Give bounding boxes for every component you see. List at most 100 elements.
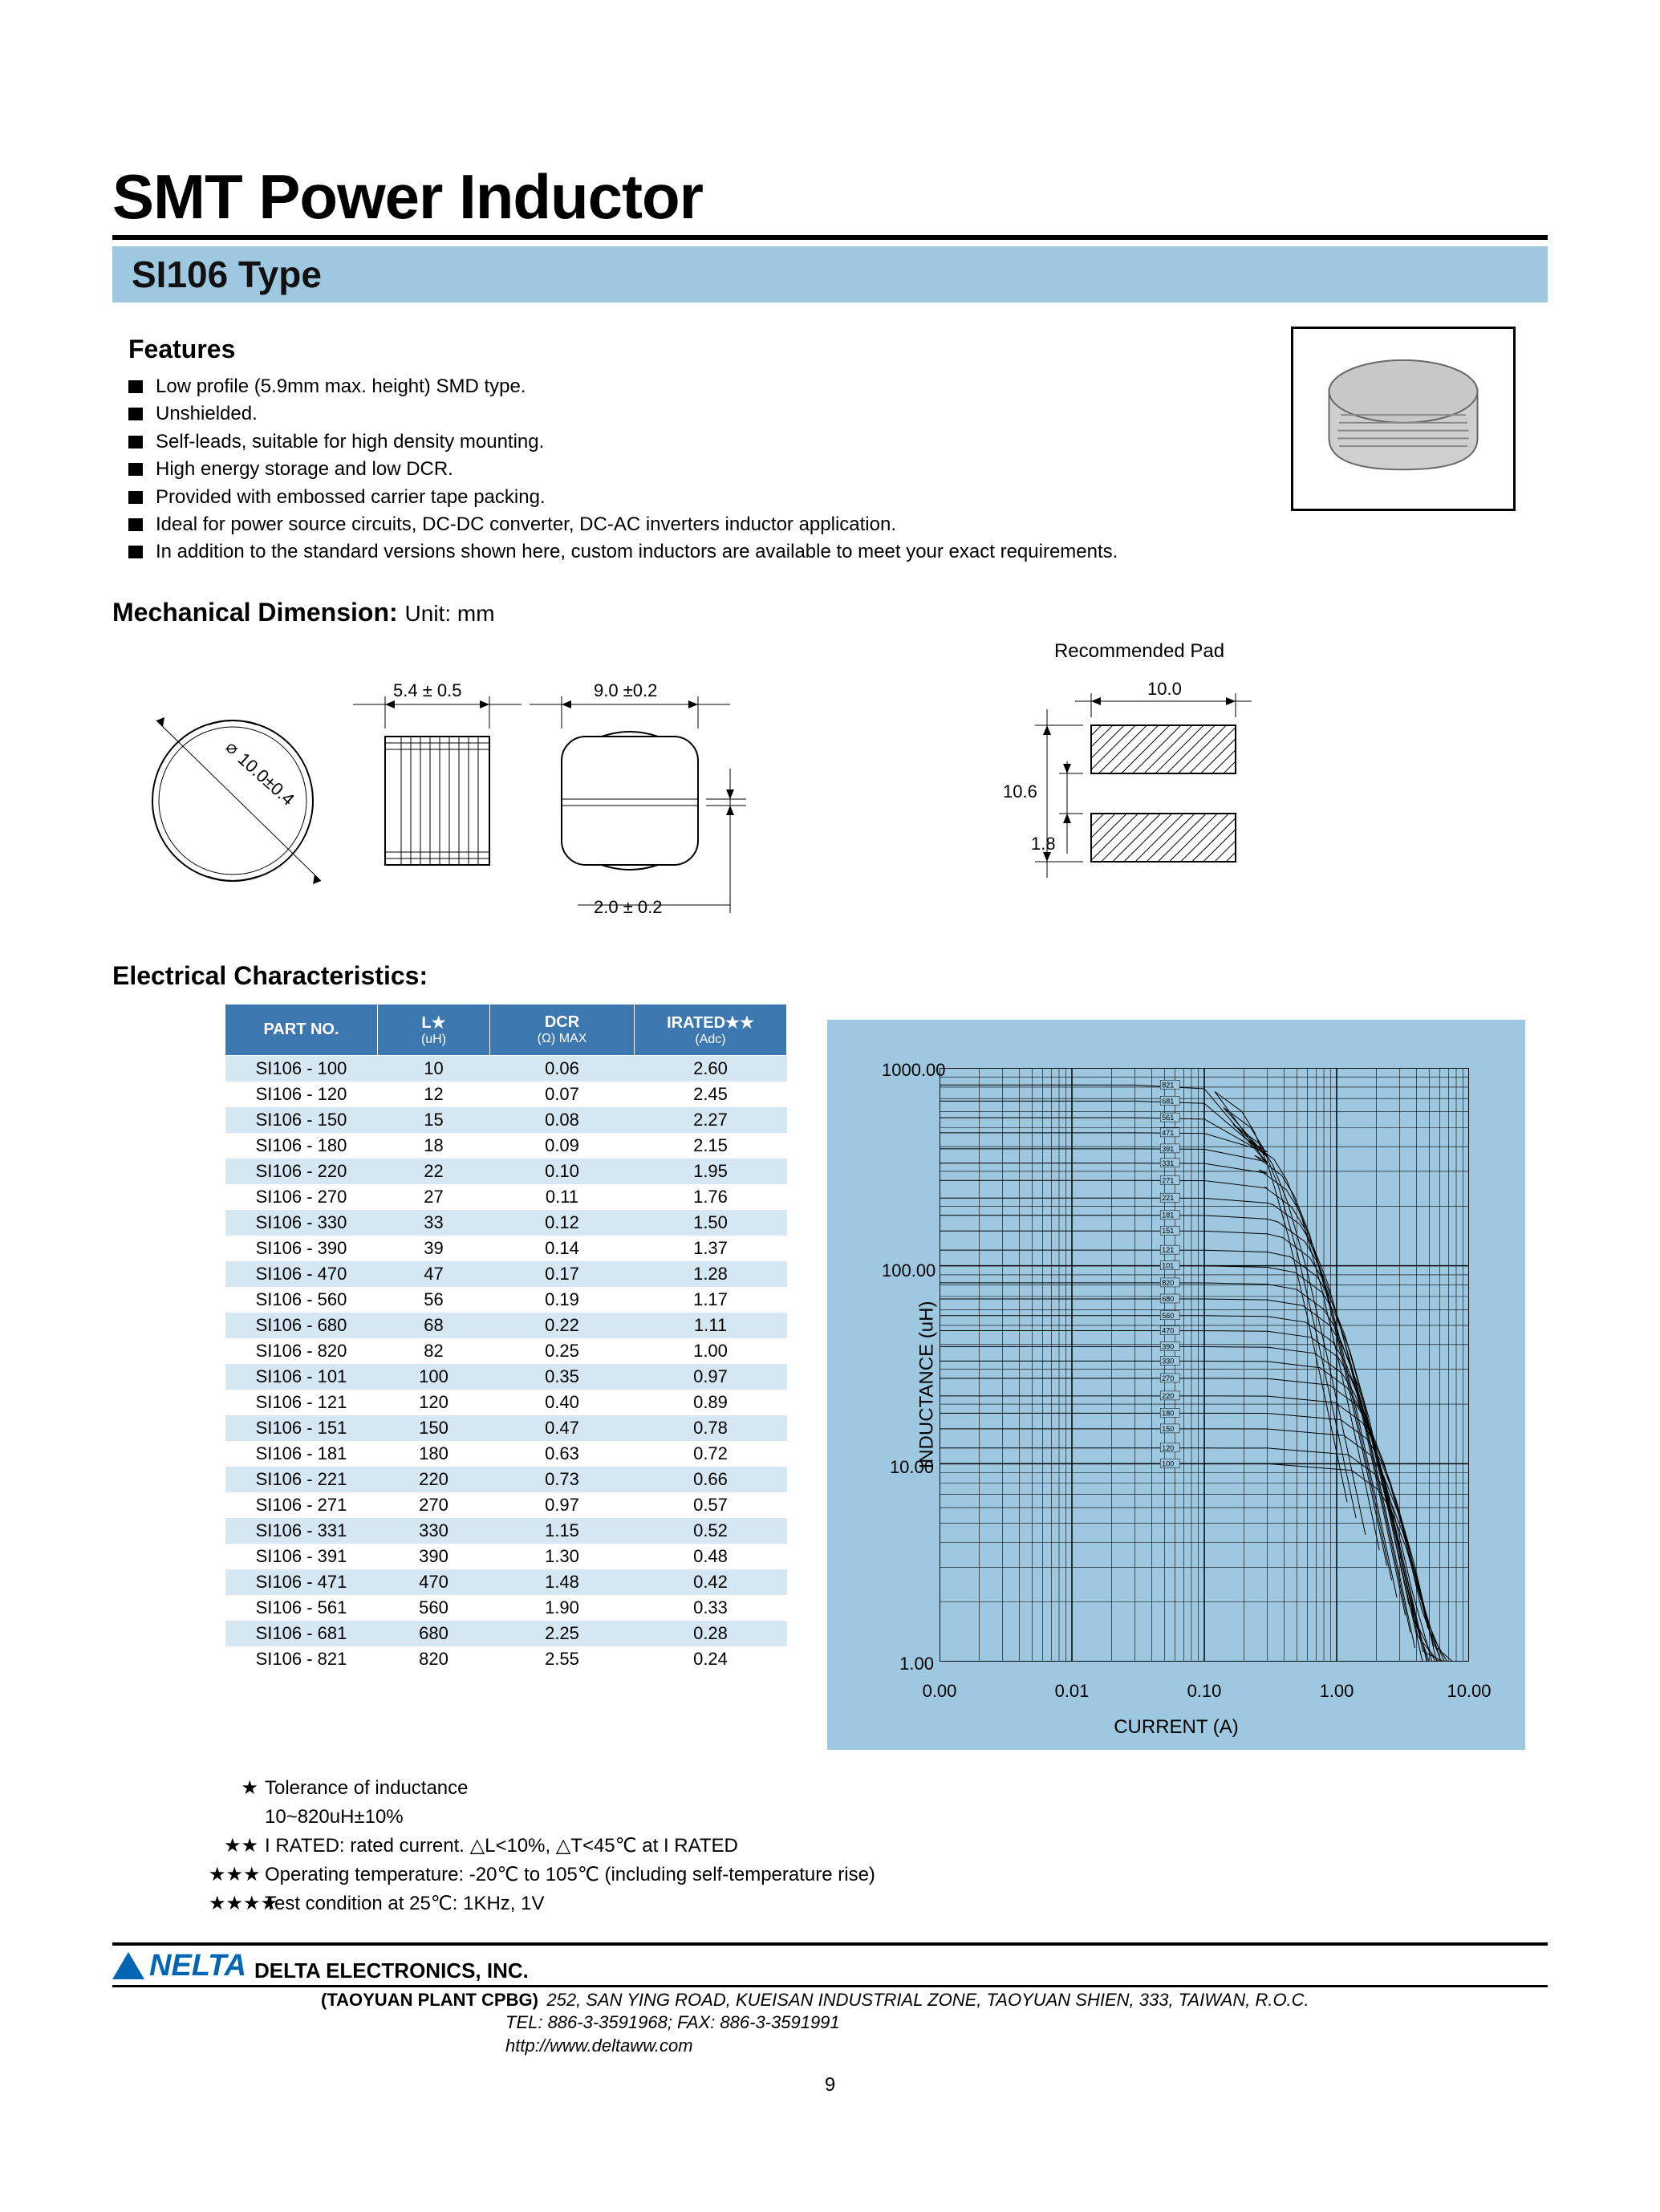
svg-text:221: 221 <box>1162 1194 1174 1202</box>
table-row: SI106 - 5615601.900.33 <box>225 1595 787 1621</box>
chart-ylabel: INDUCTANCE (uH) <box>915 1301 938 1468</box>
table-row: SI106 - 150150.082.27 <box>225 1107 787 1133</box>
table-row: SI106 - 3313301.150.52 <box>225 1518 787 1544</box>
table-row: SI106 - 1811800.630.72 <box>225 1441 787 1467</box>
dim-diameter-val: 10.0±0.4 <box>234 749 298 810</box>
page-title: SMT Power Inductor <box>112 160 1548 240</box>
delta-logo: NELTA <box>112 1949 246 1983</box>
table-row: SI106 - 1211200.400.89 <box>225 1390 787 1415</box>
table-row: SI106 - 1011000.350.97 <box>225 1364 787 1390</box>
ytick: 1000.00 <box>882 1060 934 1081</box>
star-4: ★★★★ <box>209 1889 265 1918</box>
xtick: 0.10 <box>1187 1681 1222 1702</box>
col-partno: PART NO. <box>225 1004 378 1055</box>
svg-text:271: 271 <box>1162 1176 1174 1184</box>
table-row: SI106 - 4714701.480.42 <box>225 1569 787 1595</box>
ytick: 1.00 <box>882 1654 934 1674</box>
mechanical-drawings: ⌀ 10.0±0.4 5.4 ± 0.5 <box>112 640 1548 929</box>
svg-text:101: 101 <box>1162 1261 1174 1269</box>
xtick: 0.00 <box>923 1681 957 1702</box>
svg-text:331: 331 <box>1162 1159 1174 1167</box>
product-image-placeholder <box>1291 327 1516 511</box>
triangle-icon <box>112 1952 144 1979</box>
col-dcr: DCR(Ω) MAX <box>490 1004 635 1055</box>
feature-item: In addition to the standard versions sho… <box>128 539 1548 565</box>
note-2: I RATED: rated current. △L<10%, △T<45℃ a… <box>265 1832 738 1861</box>
table-row: SI106 - 180180.092.15 <box>225 1133 787 1159</box>
svg-text:180: 180 <box>1162 1409 1174 1417</box>
svg-text:220: 220 <box>1162 1392 1174 1400</box>
star-2: ★★ <box>209 1832 265 1861</box>
inductor-icon <box>1293 329 1513 509</box>
svg-text:681: 681 <box>1162 1097 1174 1105</box>
elec-heading: Electrical Characteristics: <box>112 961 1548 991</box>
star-1: ★ <box>209 1774 265 1803</box>
xtick: 1.00 <box>1320 1681 1354 1702</box>
pad-gap: 1.8 <box>1031 834 1056 854</box>
dim-diameter: ⌀ <box>222 737 244 758</box>
table-row: SI106 - 6816802.250.28 <box>225 1621 787 1646</box>
svg-text:390: 390 <box>1162 1342 1174 1350</box>
ytick: 100.00 <box>882 1260 934 1281</box>
svg-text:821: 821 <box>1162 1081 1174 1089</box>
table-row: SI106 - 1511500.470.78 <box>225 1415 787 1441</box>
xtick: 0.01 <box>1055 1681 1090 1702</box>
svg-text:181: 181 <box>1162 1211 1174 1219</box>
rec-pad-label: Recommended Pad <box>987 640 1292 663</box>
characteristics-table: PART NO. L★(uH) DCR(Ω) MAX IRATED★★(Adc)… <box>225 1004 787 1672</box>
svg-text:470: 470 <box>1162 1326 1174 1334</box>
pad-height: 10.6 <box>1003 781 1037 802</box>
svg-text:330: 330 <box>1162 1357 1174 1365</box>
table-row: SI106 - 270270.111.76 <box>225 1184 787 1210</box>
recommended-pad: Recommended Pad 10.0 10.6 <box>987 640 1292 898</box>
feature-item: Ideal for power source circuits, DC-DC c… <box>128 512 1548 538</box>
note-1b: 10~820uH±10% <box>265 1803 404 1832</box>
table-row: SI106 - 470470.171.28 <box>225 1261 787 1287</box>
logo-text: NELTA <box>149 1949 246 1983</box>
svg-text:391: 391 <box>1162 1145 1174 1153</box>
addr-line2: TEL: 886-3-3591968; FAX: 886-3-3591991 <box>505 2011 1548 2035</box>
note-3: Operating temperature: -20℃ to 105℃ (inc… <box>265 1861 875 1889</box>
svg-text:560: 560 <box>1162 1312 1174 1320</box>
table-row: SI106 - 3913901.300.48 <box>225 1544 787 1569</box>
svg-text:151: 151 <box>1162 1227 1174 1235</box>
table-row: SI106 - 820820.251.00 <box>225 1338 787 1364</box>
plant-label: (TAOYUAN PLANT CPBG) <box>321 1990 538 2010</box>
table-row: SI106 - 390390.141.37 <box>225 1236 787 1261</box>
table-row: SI106 - 680680.221.11 <box>225 1313 787 1338</box>
svg-text:820: 820 <box>1162 1279 1174 1287</box>
dim-depth: 9.0 ±0.2 <box>594 680 657 700</box>
table-row: SI106 - 330330.121.50 <box>225 1210 787 1236</box>
chart-plot: 8216815614713913312712211811511211018206… <box>940 1068 1469 1662</box>
svg-text:471: 471 <box>1162 1129 1174 1137</box>
col-irated: IRATED★★(Adc) <box>635 1004 787 1055</box>
mech-heading: Mechanical Dimension: Unit: mm <box>112 598 1548 627</box>
star-3: ★★★ <box>209 1861 265 1889</box>
note-4: Test condition at 25℃: 1KHz, 1V <box>265 1889 544 1918</box>
table-row: SI106 - 8218202.550.24 <box>225 1646 787 1672</box>
ytick: 10.00 <box>882 1457 934 1478</box>
inductance-chart: INDUCTANCE (uH) 821 681 561 471 391 331 271 221… <box>827 1020 1525 1750</box>
table-row: SI106 - 560560.191.17 <box>225 1287 787 1313</box>
svg-text:121: 121 <box>1162 1246 1174 1254</box>
dim-width: 5.4 ± 0.5 <box>393 680 461 700</box>
pad-drawing: 10.0 10.6 1.8 <box>987 669 1292 894</box>
footer: NELTA DELTA ELECTRONICS, INC. (TAOYUAN P… <box>112 1942 1548 2058</box>
svg-text:100: 100 <box>1162 1459 1174 1467</box>
mech-heading-text: Mechanical Dimension: <box>112 598 398 627</box>
svg-text:120: 120 <box>1162 1444 1174 1452</box>
note-1a: Tolerance of inductance <box>265 1774 469 1803</box>
table-row: SI106 - 2712700.970.57 <box>225 1492 787 1518</box>
pad-width: 10.0 <box>1147 679 1182 699</box>
page-number: 9 <box>112 2074 1548 2096</box>
mech-unit: Unit: mm <box>405 601 495 626</box>
table-row: SI106 - 100100.062.60 <box>225 1055 787 1082</box>
footnotes: ★Tolerance of inductance 10~820uH±10% ★★… <box>209 1774 1548 1918</box>
table-row: SI106 - 120120.072.45 <box>225 1082 787 1107</box>
svg-text:270: 270 <box>1162 1374 1174 1382</box>
col-l: L★(uH) <box>378 1004 490 1055</box>
table-row: SI106 - 2212200.730.66 <box>225 1467 787 1492</box>
svg-text:561: 561 <box>1162 1114 1174 1122</box>
addr-url: http://www.deltaww.com <box>505 2035 1548 2058</box>
addr-line1: 252, SAN YING ROAD, KUEISAN INDUSTRIAL Z… <box>546 1990 1309 2010</box>
